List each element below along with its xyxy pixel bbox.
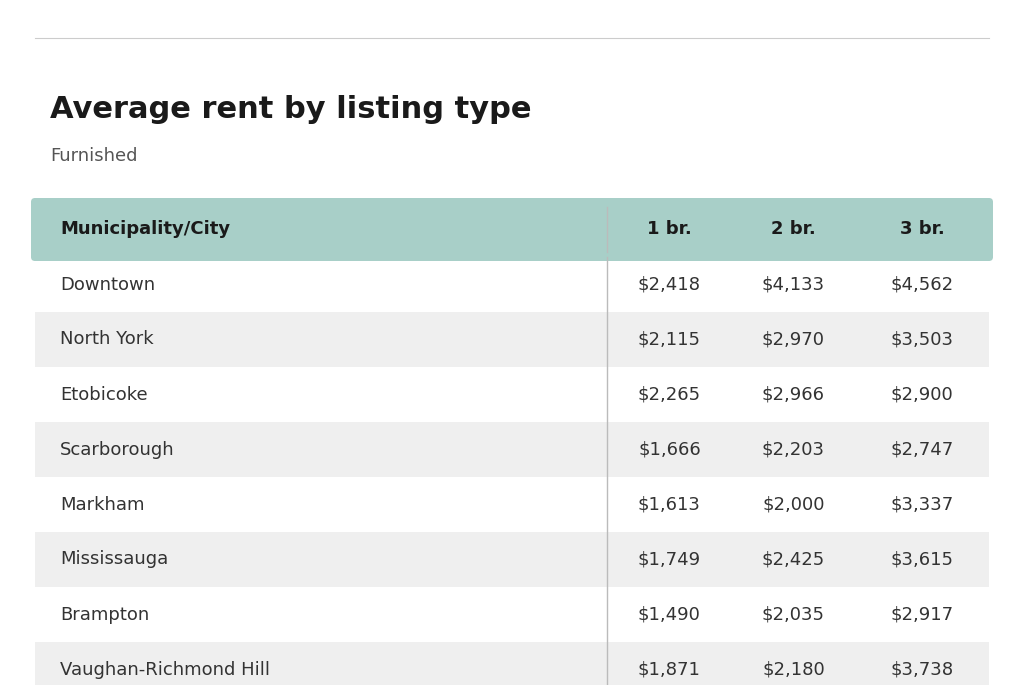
Text: $2,900: $2,900 (891, 386, 953, 403)
Text: $1,613: $1,613 (638, 495, 700, 514)
Text: Scarborough: Scarborough (60, 440, 175, 458)
Bar (35, 367, 989, 422)
Text: $2,418: $2,418 (638, 275, 700, 293)
Text: Furnished: Furnished (50, 147, 137, 165)
Text: $1,490: $1,490 (638, 606, 700, 623)
Text: 2 br.: 2 br. (771, 221, 816, 238)
Text: $2,917: $2,917 (891, 606, 953, 623)
FancyBboxPatch shape (31, 198, 993, 261)
Text: $3,503: $3,503 (891, 330, 953, 349)
Text: $2,035: $2,035 (762, 606, 825, 623)
Text: $2,970: $2,970 (762, 330, 825, 349)
Text: $4,562: $4,562 (891, 275, 953, 293)
Text: Downtown: Downtown (60, 275, 155, 293)
Bar (35, 312, 989, 367)
Text: 3 br.: 3 br. (900, 221, 944, 238)
Text: Vaughan-Richmond Hill: Vaughan-Richmond Hill (60, 660, 270, 679)
Text: Average rent by listing type: Average rent by listing type (50, 95, 531, 124)
Text: $1,666: $1,666 (638, 440, 700, 458)
Text: $2,425: $2,425 (762, 551, 825, 569)
Text: $2,966: $2,966 (762, 386, 825, 403)
Text: $3,738: $3,738 (891, 660, 953, 679)
Bar (35, 477, 989, 532)
Bar (35, 257, 989, 312)
Text: $2,747: $2,747 (891, 440, 953, 458)
Text: $2,000: $2,000 (762, 495, 824, 514)
Text: $2,203: $2,203 (762, 440, 825, 458)
Text: Municipality/City: Municipality/City (60, 221, 230, 238)
Text: Mississauga: Mississauga (60, 551, 168, 569)
Text: 1 br.: 1 br. (647, 221, 692, 238)
Bar (35, 422, 989, 477)
Bar (35, 532, 989, 587)
Text: $2,115: $2,115 (638, 330, 700, 349)
Text: $4,133: $4,133 (762, 275, 825, 293)
Text: $3,615: $3,615 (891, 551, 953, 569)
Text: North York: North York (60, 330, 154, 349)
Text: $1,749: $1,749 (638, 551, 701, 569)
Bar (35, 587, 989, 642)
Text: $2,265: $2,265 (638, 386, 701, 403)
Text: $2,180: $2,180 (762, 660, 824, 679)
Text: $3,337: $3,337 (891, 495, 953, 514)
Text: $1,871: $1,871 (638, 660, 700, 679)
Text: Brampton: Brampton (60, 606, 150, 623)
Bar (35, 642, 989, 685)
Text: Etobicoke: Etobicoke (60, 386, 147, 403)
Text: Markham: Markham (60, 495, 144, 514)
